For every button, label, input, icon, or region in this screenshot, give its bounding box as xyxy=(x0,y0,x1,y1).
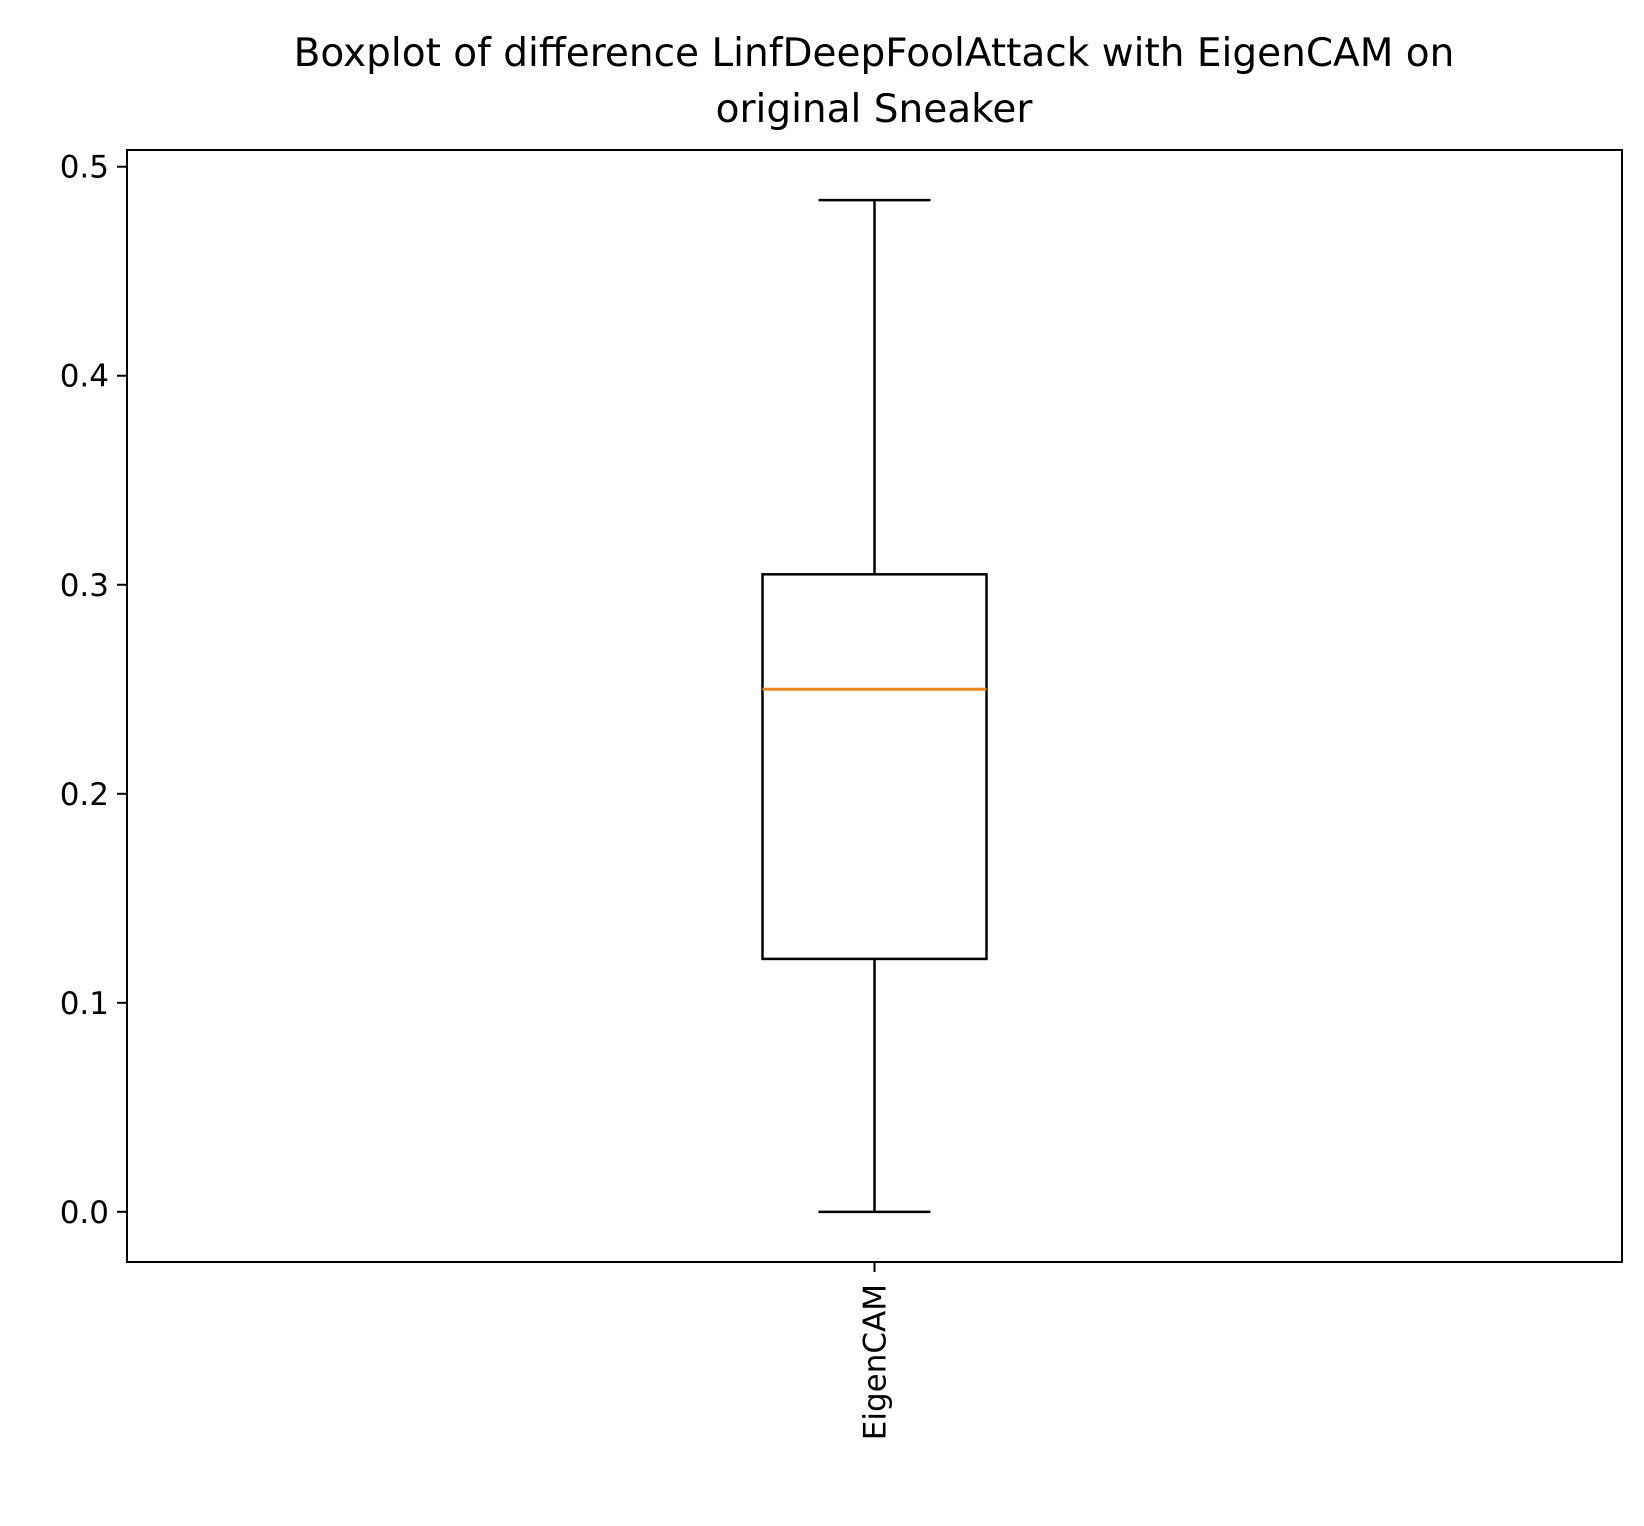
x-axis: EigenCAM xyxy=(858,1262,894,1440)
y-tick-label: 0.1 xyxy=(60,986,109,1022)
y-axis: 0.0 0.1 0.2 0.3 0.4 0.5 xyxy=(60,150,127,1231)
boxes-layer xyxy=(761,198,988,1214)
y-tick-label: 0.4 xyxy=(60,359,109,395)
chart-title-line-2: original Sneaker xyxy=(716,87,1034,132)
y-tick-label: 0.0 xyxy=(60,1195,109,1231)
y-tick-label: 0.3 xyxy=(60,568,109,604)
x-tick-label: EigenCAM xyxy=(858,1284,894,1440)
y-tick-label: 0.2 xyxy=(60,777,109,813)
chart-title-line-1: Boxplot of difference LinfDeepFoolAttack… xyxy=(294,31,1455,76)
interquartile-box xyxy=(761,573,988,961)
y-tick-label: 0.5 xyxy=(60,150,109,186)
